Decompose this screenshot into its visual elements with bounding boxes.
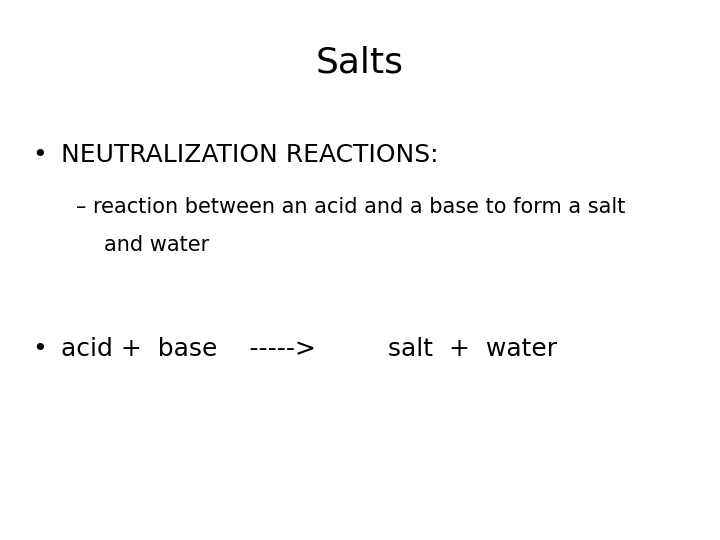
Text: Salts: Salts [316,46,404,80]
Text: acid +  base    ----->         salt  +  water: acid + base -----> salt + water [61,338,557,361]
Text: NEUTRALIZATION REACTIONS:: NEUTRALIZATION REACTIONS: [61,143,438,167]
Text: •: • [32,143,47,167]
Text: •: • [32,338,47,361]
Text: and water: and water [104,235,210,255]
Text: – reaction between an acid and a base to form a salt: – reaction between an acid and a base to… [76,197,625,217]
